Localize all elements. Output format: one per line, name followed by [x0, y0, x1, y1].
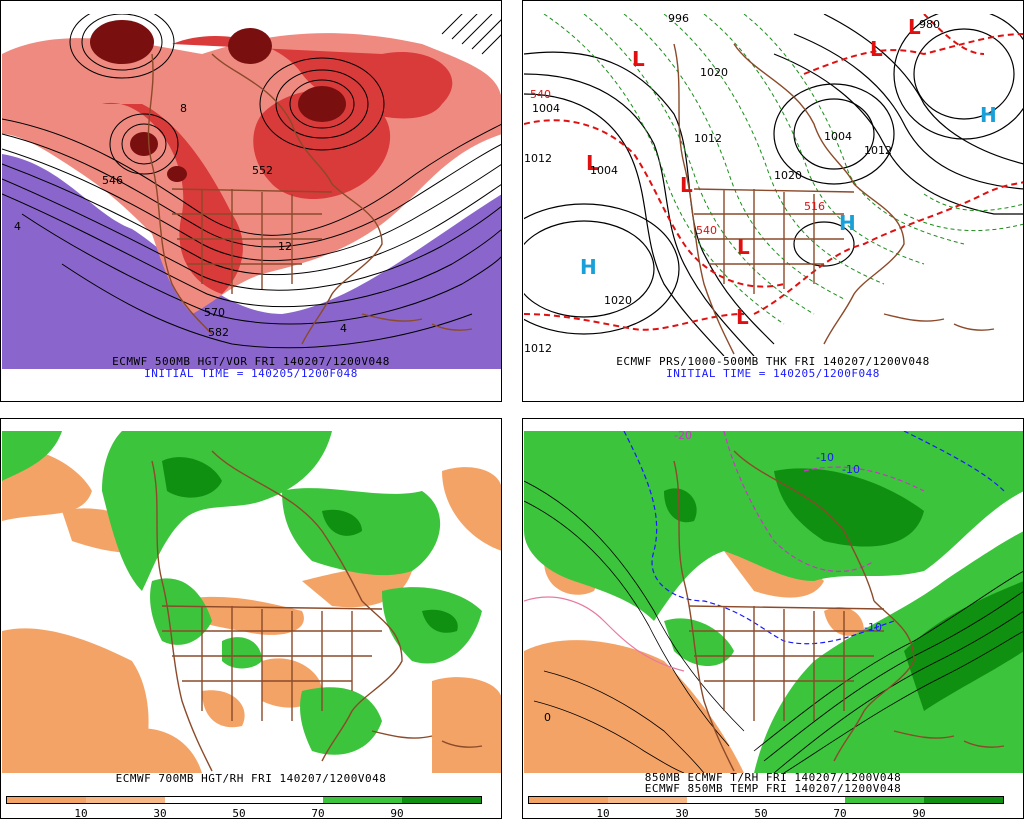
- map-850mb-t-rh: -20 -10 -10 -10 0: [524, 431, 1023, 773]
- coastline-east: [823, 183, 905, 345]
- low-pressure-symbol: L: [737, 235, 750, 259]
- contour-label: 12: [278, 240, 292, 253]
- panel-850mb-t-rh: -20 -10 -10 -10 0 850MB ECMWF T/RH FRI 1…: [522, 418, 1024, 819]
- contour-label: 4: [340, 322, 347, 335]
- low-pressure-symbol: L: [680, 173, 693, 197]
- isobar-label: 1012: [694, 132, 722, 145]
- isobar-label: 1020: [604, 294, 632, 307]
- thickness-label: 516: [804, 200, 825, 213]
- coastline-west: [151, 460, 213, 772]
- colorbar-tick: 10: [74, 807, 88, 819]
- contour-label: 8: [180, 102, 187, 115]
- isobar-label: 996: [668, 14, 689, 25]
- colorbar-tick: 70: [833, 807, 847, 819]
- contour-label: 570: [204, 306, 225, 319]
- isobar-label: 1004: [590, 164, 618, 177]
- isotherm-label: -10: [816, 451, 834, 464]
- colorbar-tick: 90: [390, 807, 404, 819]
- vort-max-hudson: [298, 86, 346, 122]
- contour-label: 582: [208, 326, 229, 339]
- caption-title: 850MB ECMWF T/RH FRI 140207/1200V048: [644, 771, 902, 784]
- isobar-label: 1004: [532, 102, 560, 115]
- coastline-east: [301, 183, 383, 345]
- caption-title: ECMWF 700MB HGT/RH FRI 140207/1200V048: [115, 772, 387, 785]
- contour-label: 546: [102, 174, 123, 187]
- coastline-west: [147, 53, 213, 335]
- moist-area-north: [102, 431, 332, 591]
- low-pressure-symbol: L: [870, 37, 883, 61]
- colorbar-tick: 50: [754, 807, 768, 819]
- low-pressure-symbol: L: [908, 15, 921, 39]
- colorbar-tick: 10: [596, 807, 610, 819]
- isobar-label: 1004: [824, 130, 852, 143]
- map-pressure-thickness: L L L L L L L H H H 1004 1004 1012 1020 …: [524, 14, 1023, 356]
- rh-colorbar: [6, 796, 482, 804]
- colorbar-tick: 70: [311, 807, 325, 819]
- colorbar-tick: 50: [232, 807, 246, 819]
- isobar-label: 1020: [700, 66, 728, 79]
- colorbar-tick: 90: [912, 807, 926, 819]
- isotherm-label: -10: [842, 463, 860, 476]
- low-pressure-symbol: L: [736, 305, 749, 329]
- caption-initial-time: INITIAL TIME = 140205/1200F048: [666, 367, 880, 380]
- isobar-label: 1012: [524, 342, 552, 355]
- isotherm-label: -10: [864, 621, 882, 634]
- caption-initial-time: INITIAL TIME = 140205/1200F048: [144, 367, 358, 380]
- caption-subtitle: ECMWF 850MB TEMP FRI 140207/1200V048: [644, 782, 902, 795]
- vort-max-northwest: [90, 20, 154, 64]
- caption-title: ECMWF 500MB HGT/VOR FRI 140207/1200V048: [112, 355, 390, 368]
- high-pressure-symbol: H: [580, 255, 597, 279]
- coastline-west: [673, 460, 735, 772]
- contour-label: 4: [14, 220, 21, 233]
- high-pressure-symbol: H: [839, 211, 856, 235]
- thickness-label: 540: [530, 88, 551, 101]
- isobar-label: 1012: [864, 144, 892, 157]
- coastline-west: [673, 43, 735, 355]
- low-pressure-symbol: L: [632, 47, 645, 71]
- map-500mb-vorticity: 546 582 570 552 4 8 12 4: [2, 14, 501, 369]
- rh-colorbar: [528, 796, 1004, 804]
- negative-vorticity-area: [2, 154, 501, 369]
- low-pressure-symbol: L: [586, 151, 599, 175]
- isotherm-label: 0: [544, 711, 551, 724]
- isobar-label: 980: [919, 18, 940, 31]
- dry-area-pacific: [2, 628, 149, 773]
- coastline-east: [833, 600, 915, 762]
- high-pressure-symbol: H: [980, 103, 997, 127]
- isobar-label: 1020: [774, 169, 802, 182]
- dry-area-pacific: [524, 640, 744, 773]
- coastline-east: [321, 600, 403, 762]
- contour-label: 552: [252, 164, 273, 177]
- us-canada-border: [171, 188, 333, 193]
- panel-700mb-hgt-rh: ECMWF 700MB HGT/RH FRI 140207/1200V048 1…: [0, 418, 502, 819]
- colorbar-tick: 30: [675, 807, 689, 819]
- isobar-label: 1012: [524, 152, 552, 165]
- panel-pressure-thickness: L L L L L L L H H H 1004 1004 1012 1020 …: [522, 0, 1024, 402]
- map-700mb-rh: [2, 431, 501, 773]
- isotherm-label: -20: [674, 431, 692, 442]
- high-pacific-isobar: [524, 220, 655, 318]
- caption-title: ECMWF PRS/1000-500MB THK FRI 140207/1200…: [616, 355, 930, 368]
- moist-area-north: [524, 431, 1023, 621]
- panel-500mb-hgt-vor: 546 582 570 552 4 8 12 4 ECMWF 500MB HGT…: [0, 0, 502, 402]
- isotherm-blue: [623, 431, 895, 645]
- thickness-label: 540: [696, 224, 717, 237]
- colorbar-tick: 30: [153, 807, 167, 819]
